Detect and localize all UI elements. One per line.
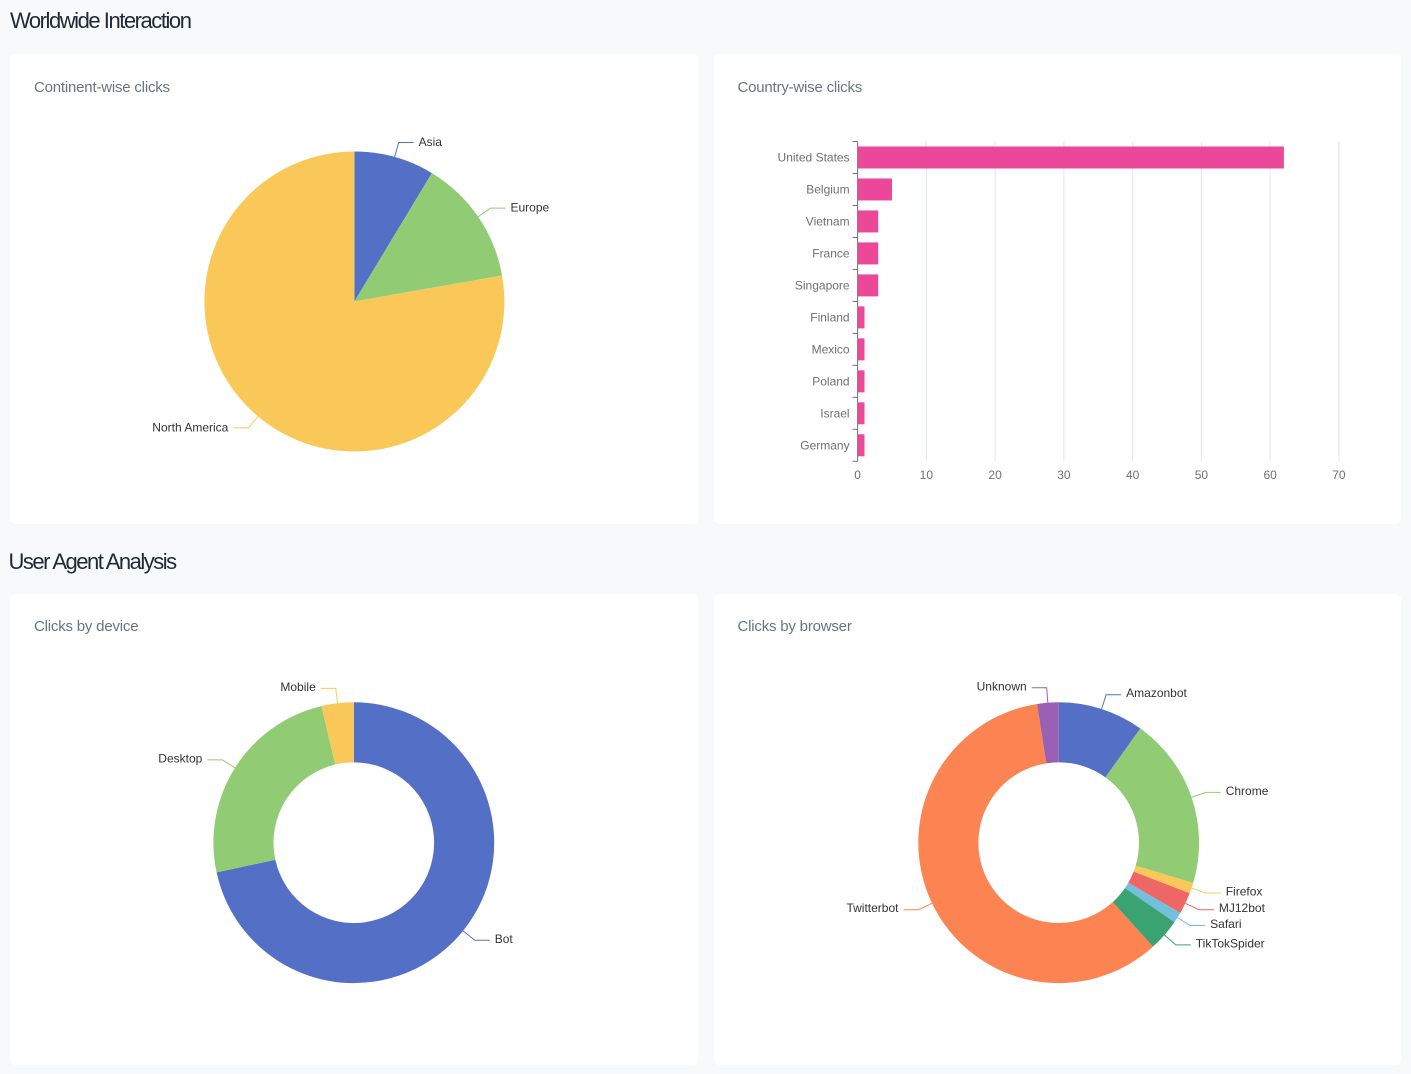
svg-text:TikTokSpider: TikTokSpider (1195, 936, 1264, 950)
svg-text:Israel: Israel (820, 406, 849, 420)
svg-text:MJ12bot: MJ12bot (1218, 901, 1265, 915)
svg-text:Asia: Asia (419, 135, 443, 149)
svg-text:Singapore: Singapore (794, 278, 849, 292)
svg-text:Finland: Finland (810, 310, 849, 324)
svg-text:Mexico: Mexico (811, 342, 849, 356)
svg-text:France: France (812, 246, 850, 260)
svg-text:40: 40 (1125, 468, 1139, 482)
svg-text:0: 0 (854, 468, 861, 482)
svg-text:United States: United States (777, 150, 849, 164)
svg-text:Mobile: Mobile (280, 680, 316, 694)
svg-text:Germany: Germany (800, 438, 849, 452)
svg-text:Amazonbot: Amazonbot (1126, 686, 1187, 700)
svg-text:30: 30 (1057, 468, 1071, 482)
svg-text:Chrome: Chrome (1225, 784, 1268, 798)
svg-text:North America: North America (152, 420, 228, 434)
svg-text:Unknown: Unknown (976, 679, 1026, 693)
svg-text:Belgium: Belgium (806, 182, 849, 196)
svg-text:70: 70 (1332, 468, 1346, 482)
svg-text:Safari: Safari (1210, 917, 1241, 931)
svg-text:Poland: Poland (812, 374, 849, 388)
svg-text:Europe: Europe (510, 201, 549, 215)
svg-text:60: 60 (1263, 468, 1277, 482)
svg-text:Bot: Bot (495, 932, 514, 946)
svg-text:Vietnam: Vietnam (805, 214, 849, 228)
svg-text:20: 20 (988, 468, 1002, 482)
svg-text:10: 10 (919, 468, 933, 482)
svg-text:Firefox: Firefox (1225, 885, 1262, 899)
svg-text:50: 50 (1194, 468, 1208, 482)
svg-text:Desktop: Desktop (158, 751, 202, 765)
svg-text:Twitterbot: Twitterbot (846, 901, 899, 915)
